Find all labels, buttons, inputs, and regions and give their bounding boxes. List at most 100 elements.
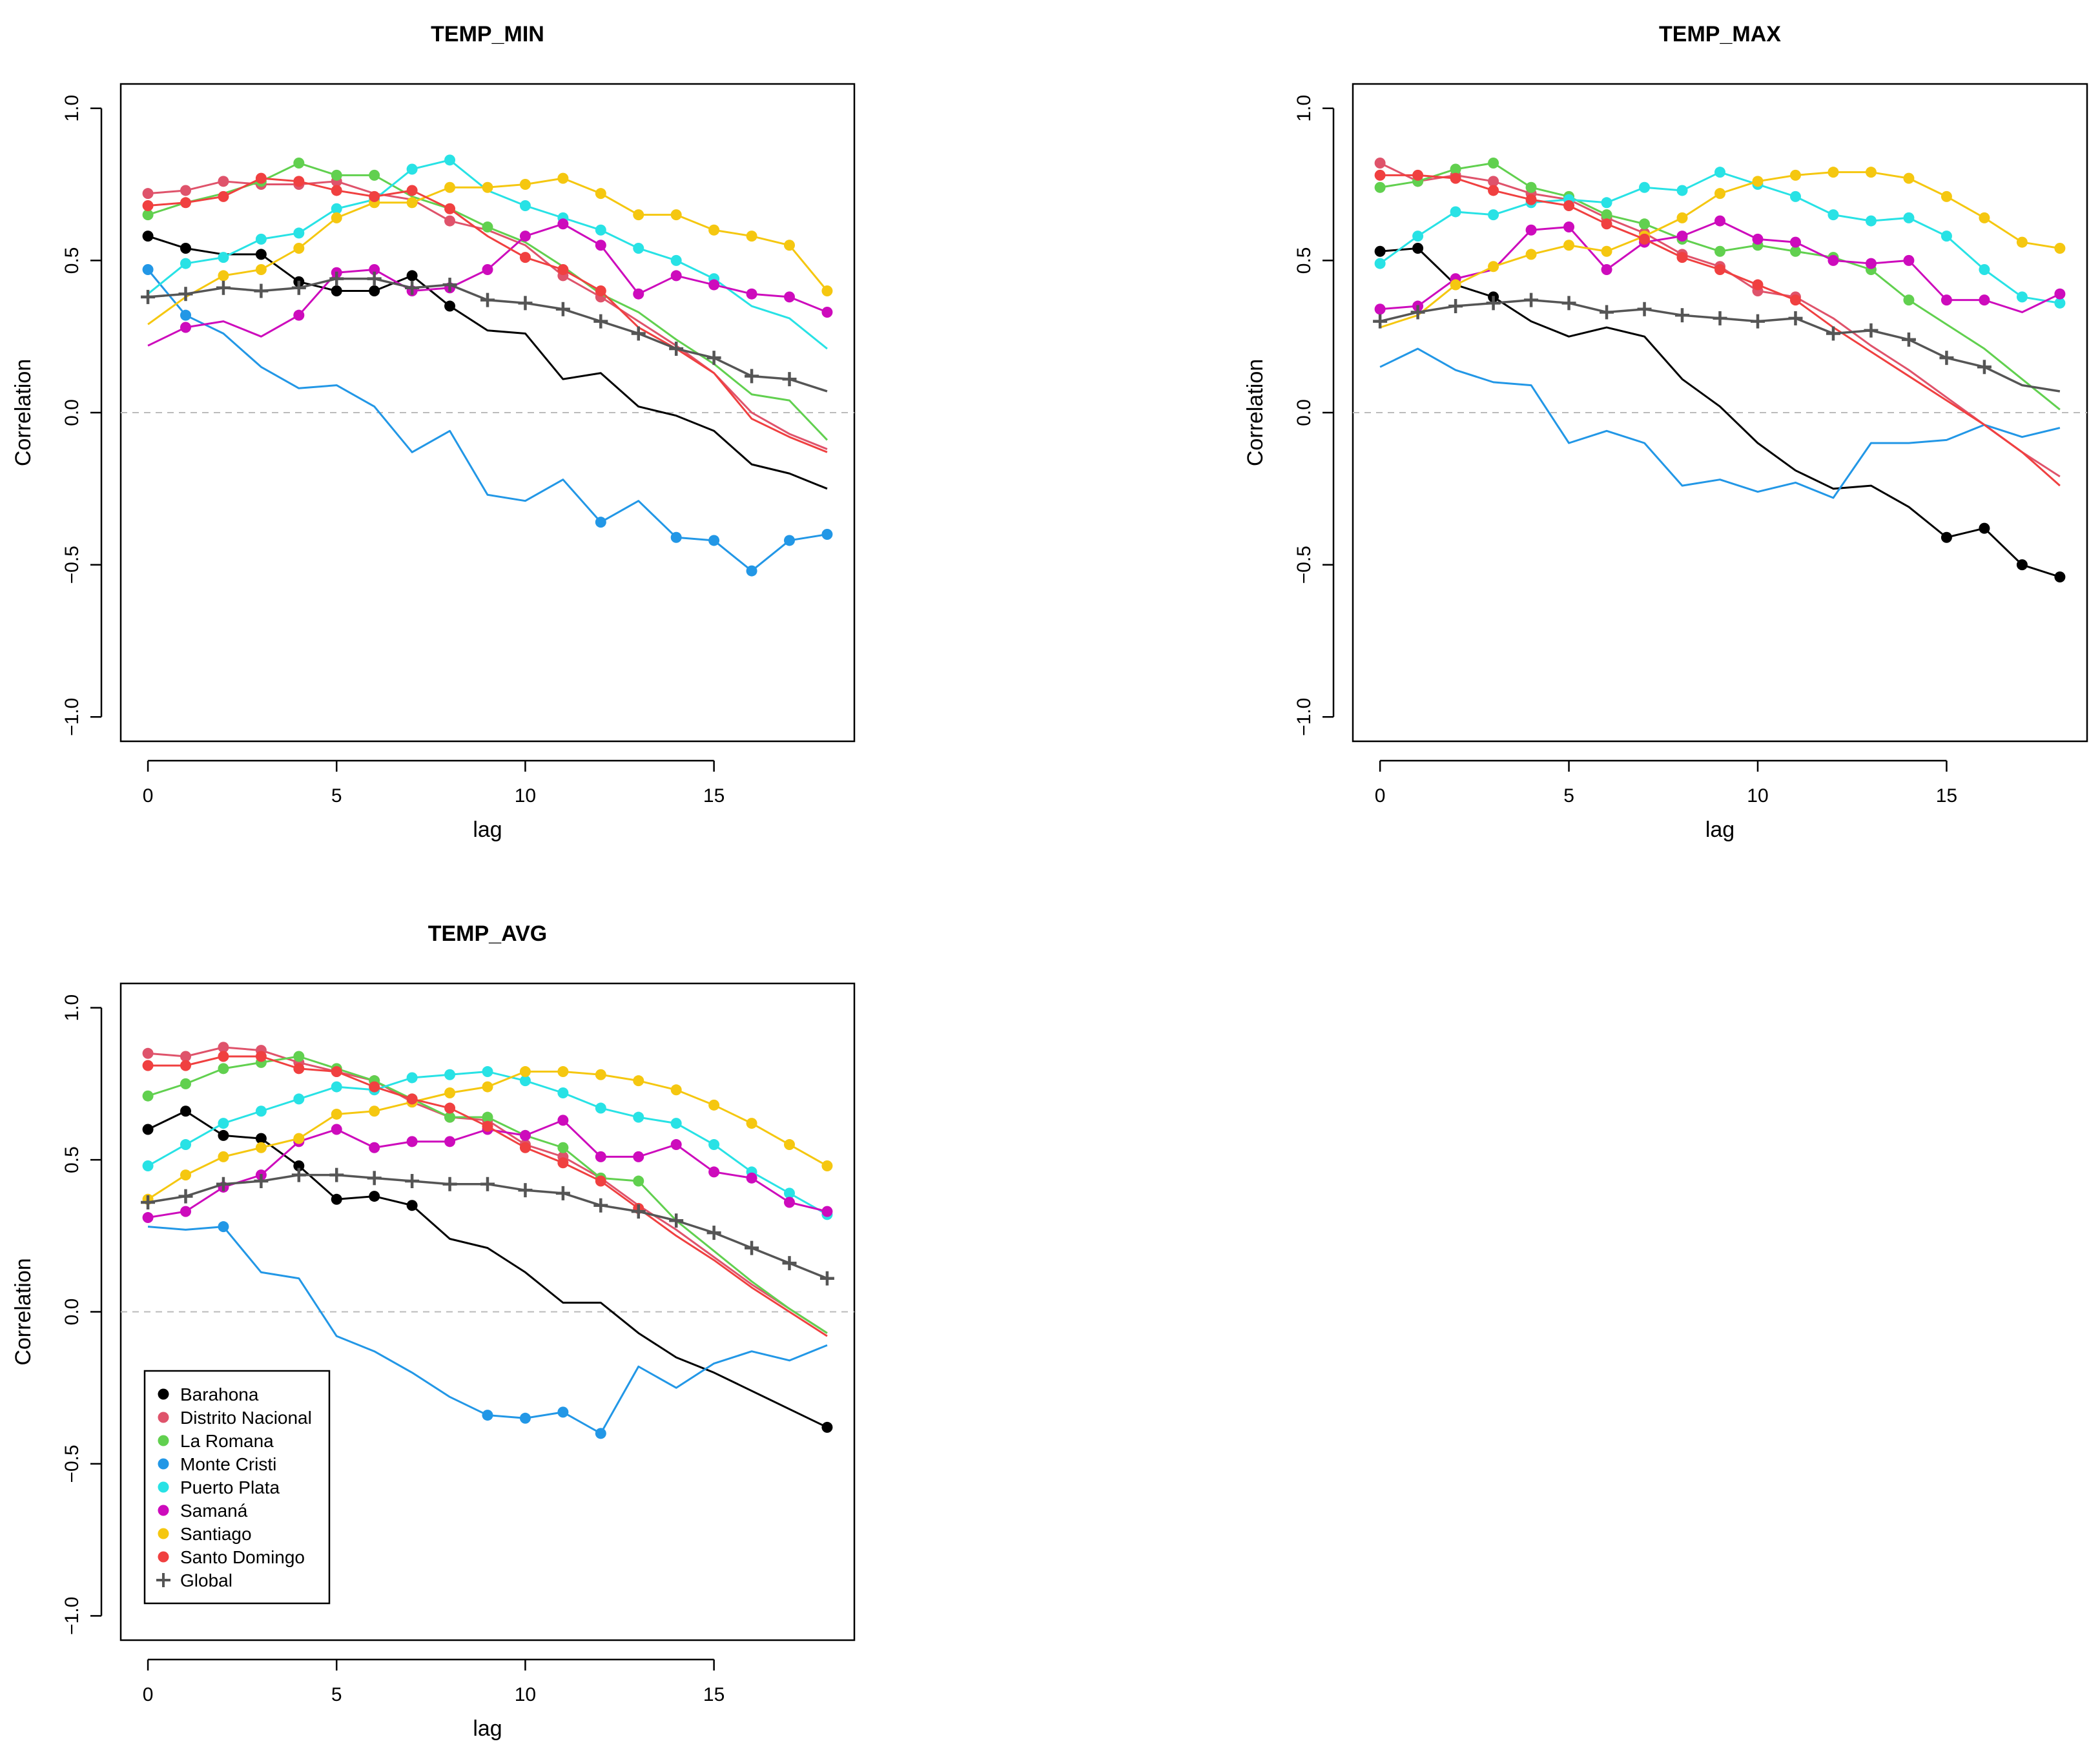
data-point <box>291 1167 306 1182</box>
data-point <box>218 252 229 263</box>
data-point <box>331 1108 342 1120</box>
x-axis: 0 5 10 15 <box>143 1658 725 1705</box>
x-tick-label: 5 <box>331 1684 342 1705</box>
data-point <box>555 1186 570 1200</box>
data-point <box>1450 163 1461 175</box>
data-point <box>557 1142 569 1153</box>
data-point <box>444 1136 456 1147</box>
data-point <box>633 1151 644 1162</box>
chart-temp-avg: TEMP_AVG 0 5 10 15 lag −1.0 −0.5 0.0 0.5 1.0 Correl… <box>11 921 856 1741</box>
data-point <box>1525 194 1537 205</box>
data-point <box>708 535 720 546</box>
data-point <box>1525 181 1537 193</box>
data-point <box>821 306 833 318</box>
data-point <box>331 1124 342 1135</box>
data-point <box>706 351 721 365</box>
legend-label: Santiago <box>180 1524 252 1544</box>
data-point <box>482 221 493 233</box>
data-point <box>595 1102 606 1114</box>
data-point <box>482 1066 493 1078</box>
data-point <box>1977 360 1992 375</box>
data-point <box>142 263 154 275</box>
data-point <box>180 197 192 209</box>
data-point <box>1412 169 1424 181</box>
data-point <box>291 280 306 295</box>
data-point <box>1676 212 1688 223</box>
data-point <box>745 369 759 384</box>
data-point <box>593 314 608 329</box>
y-axis: −1.0 −0.5 0.0 0.5 1.0 <box>61 994 103 1635</box>
data-point <box>293 1160 305 1171</box>
data-point <box>369 1191 380 1202</box>
data-point <box>1486 296 1501 311</box>
data-point <box>1563 221 1575 233</box>
data-point <box>142 209 154 221</box>
data-point <box>331 1066 342 1078</box>
data-point <box>180 309 192 321</box>
x-tick-label: 0 <box>143 1684 154 1705</box>
data-point <box>2054 297 2066 309</box>
data-point <box>631 1204 646 1219</box>
data-point <box>1374 181 1386 193</box>
data-point <box>2016 559 2028 571</box>
data-point <box>633 1111 644 1123</box>
data-point <box>746 1118 757 1129</box>
data-point <box>405 1174 420 1189</box>
data-point <box>1714 215 1725 227</box>
legend-label: Santo Domingo <box>180 1547 305 1567</box>
x-tick-label: 0 <box>143 785 154 807</box>
data-point <box>293 158 305 169</box>
data-point <box>142 231 154 242</box>
data-point <box>1601 218 1612 230</box>
data-point <box>669 342 684 356</box>
data-point <box>1752 233 1764 245</box>
data-point <box>670 1118 682 1129</box>
x-axis-label: lag <box>1705 817 1735 842</box>
legend-label: Monte Cristi <box>180 1454 276 1474</box>
data-point <box>255 1133 267 1144</box>
data-point <box>482 1111 493 1123</box>
series-distrito-nacional <box>142 176 828 450</box>
x-tick-label: 10 <box>515 785 536 807</box>
data-point <box>1940 190 1952 202</box>
legend-entry-distrito-nacional: Distrito Nacional <box>158 1408 312 1428</box>
data-point <box>442 278 457 293</box>
data-point <box>519 179 531 190</box>
data-point <box>557 218 569 230</box>
data-point <box>218 1063 229 1075</box>
data-point <box>1827 167 1839 178</box>
data-point <box>708 1166 720 1178</box>
data-point <box>1374 245 1386 257</box>
data-point <box>1525 249 1537 260</box>
x-axis: 0 5 10 15 <box>143 759 725 807</box>
data-point <box>1639 218 1651 230</box>
data-point <box>482 263 493 275</box>
data-point <box>444 154 456 166</box>
data-point <box>708 224 720 236</box>
data-point <box>444 181 456 193</box>
data-point <box>442 1177 457 1191</box>
data-point <box>1827 209 1839 221</box>
data-point <box>670 1139 682 1151</box>
data-point <box>1488 176 1499 187</box>
data-point <box>293 1133 305 1144</box>
x-tick-label: 5 <box>1563 785 1574 807</box>
data-point <box>1676 252 1688 263</box>
data-point <box>218 1042 229 1053</box>
series-monte-cristi <box>142 263 833 577</box>
data-point <box>293 1051 305 1062</box>
series-santiago <box>142 1066 833 1205</box>
y-tick-label: −1.0 <box>1293 698 1315 736</box>
data-point <box>482 1410 493 1421</box>
data-point <box>142 188 154 200</box>
data-point <box>670 1084 682 1096</box>
data-point <box>1525 224 1537 236</box>
data-point <box>1827 254 1839 266</box>
data-point <box>782 372 797 387</box>
data-point <box>1752 279 1764 291</box>
y-tick-label: −1.0 <box>61 698 83 736</box>
data-point <box>1563 240 1575 251</box>
legend-marker <box>158 1458 169 1470</box>
data-point <box>633 209 644 221</box>
data-point <box>1940 231 1952 242</box>
